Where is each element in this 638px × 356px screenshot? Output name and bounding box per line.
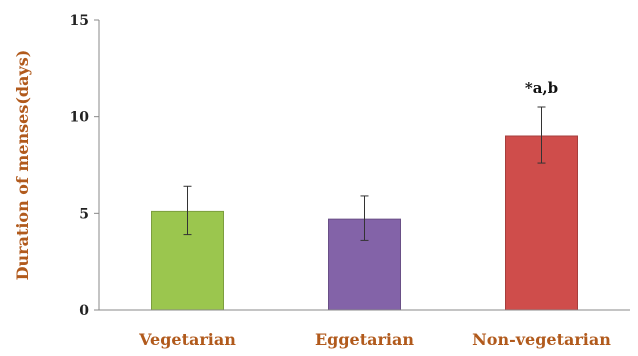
y-tick-label: 15 xyxy=(70,13,89,29)
bar-non-vegetarian xyxy=(505,135,578,311)
error-bars xyxy=(183,106,546,241)
y-tick-label: 10 xyxy=(70,110,90,126)
category-label: Eggetarian xyxy=(315,330,414,349)
category-label: Vegetarian xyxy=(138,330,236,349)
y-axis-ticks: 0 5 10 15 xyxy=(70,13,99,319)
y-axis-label: Duration of menses(days) xyxy=(13,50,32,281)
category-labels: Vegetarian Eggetarian Non-vegetarian xyxy=(138,330,611,349)
significance-annotation: *a,b xyxy=(525,79,558,97)
y-tick-label: 0 xyxy=(79,303,89,319)
y-tick-label: 5 xyxy=(79,206,89,222)
category-label: Non-vegetarian xyxy=(472,330,611,349)
annotations: *a,b xyxy=(525,79,558,97)
